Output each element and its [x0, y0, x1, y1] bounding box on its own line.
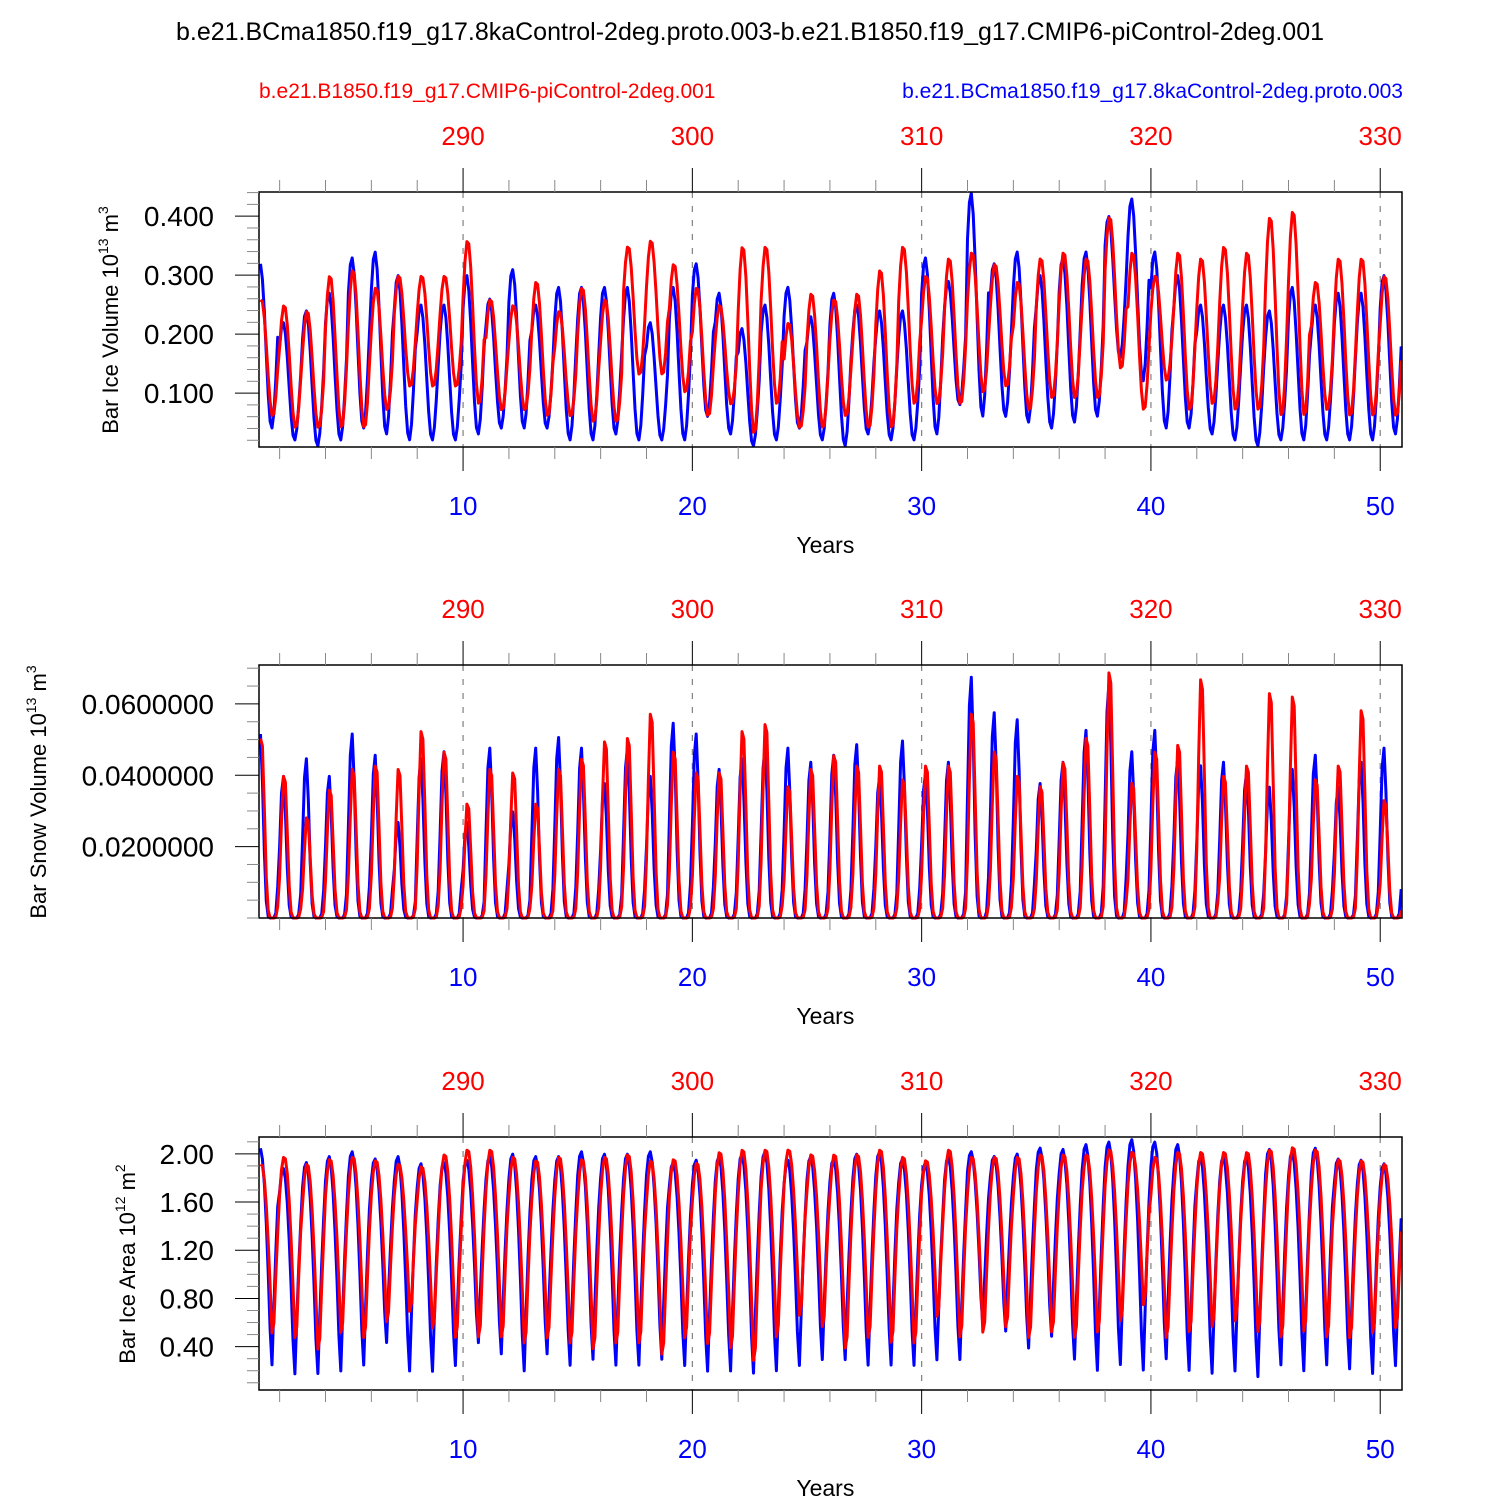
y-axis-title-unit: m	[26, 673, 51, 697]
bottom-x-tick-label: 50	[1366, 962, 1395, 992]
bottom-x-tick-label: 10	[449, 491, 478, 521]
panel-2: 10 20 30 40 50 290 300 310 320 330 Years 0.0200000 0…	[23, 594, 1403, 1029]
series-control-line	[259, 211, 1403, 434]
y-axis-title-base: Bar Ice Area 10	[115, 1212, 140, 1364]
y-axis-title-unit: m	[115, 1172, 140, 1196]
bottom-x-tick-label: 30	[907, 962, 936, 992]
legend-control-run: b.e21.B1850.f19_g17.CMIP6-piControl-2deg…	[259, 80, 715, 104]
bottom-x-tick-label: 20	[678, 491, 707, 521]
y-tick-label: 0.400	[144, 201, 214, 232]
y-axis-title-base: Bar Ice Volume 10	[98, 254, 123, 434]
y-tick-label: 0.0400000	[82, 760, 214, 791]
bottom-x-tick-label: 30	[907, 491, 936, 521]
x-axis-title: Years	[796, 1003, 854, 1029]
bottom-x-tick-label: 10	[449, 962, 478, 992]
plot-frame	[258, 664, 1403, 919]
x-axis-title: Years	[796, 1475, 854, 1500]
y-axis-title-unit: m	[98, 214, 123, 238]
series-control-line	[259, 1146, 1403, 1362]
bottom-x-tick-label: 50	[1366, 1434, 1395, 1464]
top-x-tick-label: 310	[900, 121, 943, 151]
y-axis-title: Bar Snow Volume 1013 m3	[23, 665, 51, 919]
y-tick-label: 0.300	[144, 260, 214, 291]
plot-frame	[258, 1136, 1403, 1391]
y-tick-label: 1.20	[160, 1235, 215, 1266]
legend-experiment-run-label: b.e21.BCma1850.f19_g17.8kaControl-2deg.p…	[902, 80, 1403, 103]
bottom-x-tick-label: 20	[678, 1434, 707, 1464]
bottom-x-tick-label: 40	[1136, 962, 1165, 992]
y-axis-title-exponent: 13	[95, 238, 111, 254]
y-tick-label: 0.100	[144, 378, 214, 409]
y-tick-label: 0.0200000	[82, 832, 214, 863]
bottom-x-tick-label: 40	[1136, 491, 1165, 521]
y-axis-title-unit-exponent: 2	[112, 1164, 128, 1172]
bottom-x-tick-label: 50	[1366, 491, 1395, 521]
y-tick-label: 0.80	[160, 1283, 215, 1314]
top-x-tick-label: 330	[1359, 594, 1402, 624]
y-axis-title-unit-exponent: 3	[95, 206, 111, 214]
y-tick-label: 0.200	[144, 319, 214, 350]
top-x-tick-label: 290	[441, 1066, 484, 1096]
top-x-tick-label: 290	[441, 121, 484, 151]
panel-1: 10 20 30 40 50 290 300 310 320 330 Years 0.100 0.200…	[95, 121, 1403, 558]
bottom-x-tick-label: 30	[907, 1434, 936, 1464]
top-x-tick-label: 320	[1129, 594, 1172, 624]
y-tick-label: 1.60	[160, 1187, 215, 1218]
top-x-tick-label: 300	[671, 594, 714, 624]
y-tick-label: 0.40	[160, 1332, 215, 1363]
top-x-tick-label: 330	[1359, 121, 1402, 151]
top-x-tick-label: 320	[1129, 121, 1172, 151]
top-x-tick-label: 300	[671, 1066, 714, 1096]
legend-control-run-label: b.e21.B1850.f19_g17.CMIP6-piControl-2deg…	[259, 80, 716, 103]
top-x-tick-label: 310	[900, 594, 943, 624]
y-axis-title-unit-exponent: 3	[23, 665, 39, 673]
legend-experiment-run: b.e21.BCma1850.f19_g17.8kaControl-2deg.p…	[902, 80, 1403, 104]
y-axis-title-exponent: 13	[23, 697, 39, 713]
bottom-x-tick-label: 40	[1136, 1434, 1165, 1464]
y-axis-title-exponent: 12	[112, 1196, 128, 1212]
y-tick-label: 0.0600000	[82, 689, 214, 720]
y-axis-title: Bar Ice Area 1012 m2	[112, 1164, 140, 1364]
y-axis-title-base: Bar Snow Volume 10	[26, 713, 51, 918]
top-x-tick-label: 320	[1129, 1066, 1172, 1096]
top-x-tick-label: 300	[671, 121, 714, 151]
series-control-line	[259, 671, 1403, 920]
top-x-tick-label: 330	[1359, 1066, 1402, 1096]
panel-3: 10 20 30 40 50 290 300 310 320 330 Years 0.40 0.80 1.…	[112, 1066, 1403, 1500]
y-tick-label: 2.00	[160, 1139, 215, 1170]
y-axis-title: Bar Ice Volume 1013 m3	[95, 206, 123, 434]
plot-frame	[258, 191, 1403, 448]
bottom-x-tick-label: 10	[449, 1434, 478, 1464]
chart-title: b.e21.BCma1850.f19_g17.8kaControl-2deg.p…	[175, 18, 1325, 46]
top-x-tick-label: 290	[441, 594, 484, 624]
bottom-x-tick-label: 20	[678, 962, 707, 992]
top-x-tick-label: 310	[900, 1066, 943, 1096]
x-axis-title: Years	[796, 532, 854, 558]
